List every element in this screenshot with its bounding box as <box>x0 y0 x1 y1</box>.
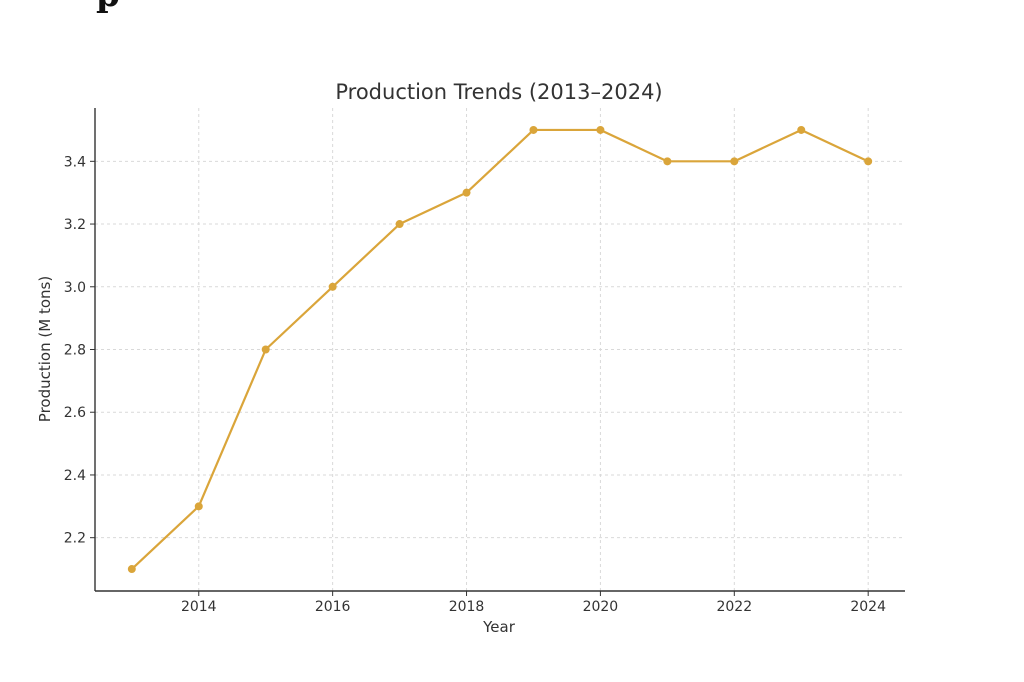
y-tick-label: 2.4 <box>64 468 86 484</box>
y-axis-label: Production (M tons) <box>36 276 54 422</box>
data-point <box>730 157 739 166</box>
x-tick-label: 2014 <box>181 599 217 615</box>
data-point <box>194 502 203 511</box>
y-tick-label: 3.2 <box>64 217 86 233</box>
data-point <box>127 565 136 574</box>
data-point <box>328 282 337 291</box>
x-axis-label: Year <box>482 618 516 636</box>
y-tick-label: 2.6 <box>64 405 86 421</box>
x-tick-label: 2022 <box>716 599 752 615</box>
data-point <box>462 188 471 197</box>
x-tick-label: 2016 <box>315 599 351 615</box>
data-point <box>261 345 270 354</box>
series-line <box>131 128 869 570</box>
cropped-heading-fragment: p <box>96 0 120 12</box>
y-tick-label: 2.8 <box>64 343 86 359</box>
chart-title: Production Trends (2013–2024) <box>335 80 662 104</box>
data-point <box>395 220 404 229</box>
data-point <box>663 157 672 166</box>
data-point <box>797 125 806 134</box>
data-point <box>529 125 538 134</box>
x-tick-label: 2020 <box>583 599 619 615</box>
y-tick-label: 2.2 <box>64 531 86 547</box>
y-tick-label: 3.4 <box>64 154 86 170</box>
data-point <box>864 157 873 166</box>
x-tick-label: 2018 <box>449 599 485 615</box>
y-tick-label: 3.0 <box>64 280 86 296</box>
data-point <box>596 125 605 134</box>
x-tick-label: 2024 <box>850 599 886 615</box>
tick-marks: 2014 2016 2018 2020 2022 2024 2.2 2.4 2.6 2.8 3.0 3… <box>64 154 886 615</box>
series-layer <box>127 125 873 574</box>
grid-lines <box>95 108 905 591</box>
